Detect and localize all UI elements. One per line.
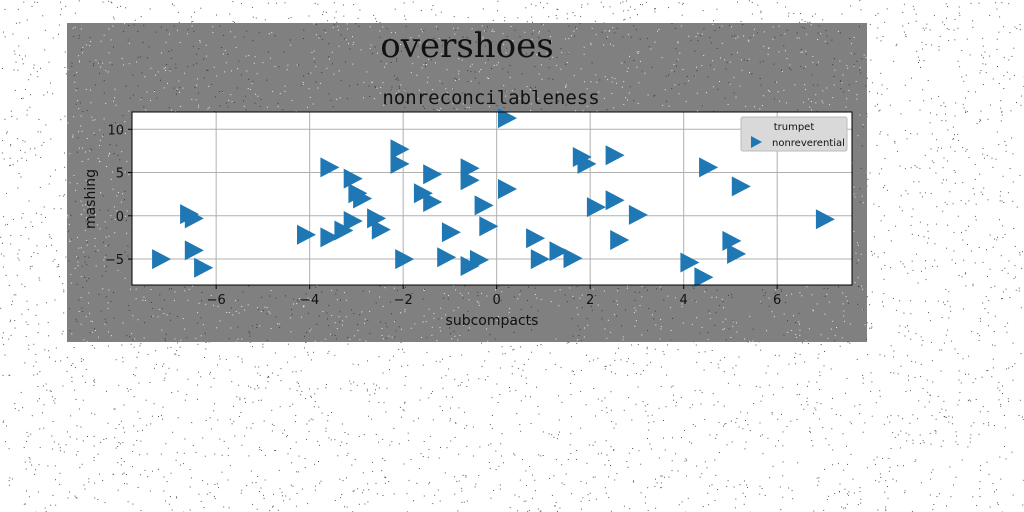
scatter-point: [390, 139, 410, 160]
legend-entry-nonreverential: nonreverential: [772, 138, 845, 149]
x-tick-label: −4: [300, 293, 319, 308]
scatter-point: [498, 179, 517, 199]
scatter-point: [320, 157, 340, 178]
figure-suptitle: overshoes: [380, 26, 553, 66]
scatter-point: [605, 145, 625, 166]
scatter-point: [460, 170, 480, 191]
scatter-point: [194, 257, 214, 278]
y-axis-label: mashing: [83, 169, 99, 229]
scatter-point: [731, 176, 751, 197]
scatter-point: [441, 222, 461, 243]
legend: trumpet nonreverential: [740, 116, 848, 152]
plot-frame: [131, 111, 853, 286]
scatter-point: [184, 240, 204, 261]
scatter-point: [605, 190, 625, 211]
x-tick-label: −2: [394, 293, 413, 308]
scatter-point: [371, 219, 391, 240]
axis-ticks: −6 −4 −2 0 2 4 6 −5 0 5 10: [105, 123, 782, 308]
legend-box: [740, 116, 848, 152]
scatter-point: [152, 249, 172, 270]
scatter-point: [727, 243, 747, 264]
scatter-point: [320, 227, 340, 248]
scatter-point: [815, 209, 835, 230]
scatter-point: [184, 208, 204, 229]
scatter-point: [549, 241, 569, 262]
scatter-point: [479, 216, 499, 237]
scatter-point: [694, 267, 714, 288]
x-tick-label: 4: [680, 293, 688, 308]
scatter-point: [526, 228, 546, 249]
scatter-point: [610, 230, 630, 250]
scatter-point: [423, 164, 443, 185]
scatter-point: [390, 153, 410, 174]
scatter-point: [628, 204, 648, 225]
legend-marker-icon: [751, 136, 762, 148]
scatter-point: [423, 192, 443, 212]
scatter-point: [395, 249, 415, 270]
scatter-point: [343, 211, 363, 231]
scatter-point: [563, 248, 583, 269]
scatter-point: [680, 252, 700, 273]
scatter-point: [470, 249, 489, 270]
scatter-point: [699, 157, 719, 178]
scatter-point: [297, 224, 316, 245]
scatter-point: [498, 108, 517, 129]
scatter-point: [586, 197, 606, 218]
y-tick-label: 10: [107, 123, 124, 138]
scatter-point: [577, 153, 597, 174]
scatter-point: [474, 195, 494, 216]
x-tick-label: 2: [586, 293, 594, 308]
y-tick-label: 0: [116, 210, 124, 225]
legend-title: trumpet: [774, 122, 815, 133]
chart-title: nonreconcilableness: [382, 87, 599, 109]
scatter-point: [437, 247, 457, 268]
y-tick-label: 5: [116, 167, 124, 182]
y-tick-label: −5: [105, 253, 124, 268]
x-tick-label: 6: [773, 293, 781, 308]
x-tick-label: −6: [207, 293, 226, 308]
x-axis-label: subcompacts: [446, 313, 539, 329]
x-tick-label: 0: [493, 293, 501, 308]
scatter-point: [353, 188, 373, 209]
scatter-point: [530, 249, 550, 270]
scatter-points: [152, 108, 835, 288]
